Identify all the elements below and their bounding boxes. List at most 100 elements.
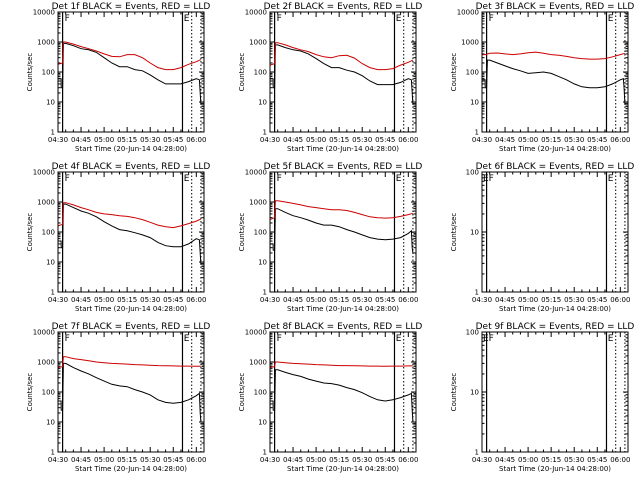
y-tick-label: 1 [475, 289, 479, 297]
x-tick-label: 05:30 [352, 136, 372, 144]
y-tick-label: 100 [466, 169, 479, 177]
x-axis-label: Start Time (20-Jun-14 04:28:00) [287, 465, 399, 473]
plot-frame [481, 331, 629, 453]
y-tick-label: 10 [258, 419, 267, 427]
x-tick-label: 05:00 [518, 136, 538, 144]
x-tick-label: 05:30 [140, 136, 160, 144]
y-tick-label: 10000 [33, 329, 55, 337]
plot-frame [269, 11, 417, 133]
y-tick-label: 100 [466, 69, 479, 77]
series-lld-line [482, 51, 626, 60]
panel-title: Det 4f BLACK = Events, RED = LLD [52, 162, 211, 172]
series-events-line [58, 203, 202, 265]
x-tick-label: 04:30 [472, 296, 492, 304]
x-tick-label: 05:45 [163, 456, 183, 464]
flag-label: E [184, 14, 190, 24]
x-tick-label: 05:00 [518, 296, 538, 304]
x-tick-label: 05:45 [163, 136, 183, 144]
series-events-line [270, 44, 414, 105]
y-tick-label: 1 [475, 449, 479, 457]
x-tick-label: 04:45 [283, 296, 303, 304]
panel-title: Det 6f BLACK = Events, RED = LLD [476, 162, 635, 172]
x-tick-label: 04:45 [71, 456, 91, 464]
x-tick-label: 05:15 [329, 456, 349, 464]
y-tick-label: 10000 [245, 329, 267, 337]
y-tick-label: 1 [51, 289, 55, 297]
x-tick-label: 05:00 [306, 296, 326, 304]
y-tick-label: 10 [470, 99, 479, 107]
y-tick-label: 100 [254, 69, 267, 77]
x-tick-label: 04:45 [283, 456, 303, 464]
panel-title: Det 5f BLACK = Events, RED = LLD [264, 162, 423, 172]
flag-label: E [396, 174, 402, 184]
plot-frame [269, 171, 417, 293]
x-tick-label: 05:15 [329, 296, 349, 304]
x-tick-label: 04:30 [48, 136, 68, 144]
y-tick-label: 100 [254, 389, 267, 397]
panel-8: Det 8f BLACK = Events, RED = LLD Counts/s… [238, 322, 422, 473]
x-axis-label: Start Time (20-Jun-14 04:28:00) [499, 305, 611, 313]
y-axis-label: Counts/sec [450, 373, 458, 412]
x-tick-label: 05:00 [94, 456, 114, 464]
y-axis-label: Counts/sec [238, 373, 246, 412]
y-tick-label: 1 [263, 289, 267, 297]
x-axis-label: Start Time (20-Jun-14 04:28:00) [75, 145, 187, 153]
panel-3: Det 3f BLACK = Events, RED = LLD Counts/s… [450, 2, 634, 153]
y-tick-label: 10000 [33, 9, 55, 17]
series-events-line [58, 42, 202, 105]
flag-label: E [483, 334, 489, 344]
series-lld-line [269, 200, 414, 221]
series-lld-line [269, 361, 413, 369]
flag-label: E [608, 14, 614, 24]
x-tick-label: 04:45 [283, 136, 303, 144]
flag-label: E [483, 174, 489, 184]
x-tick-label: 05:00 [306, 136, 326, 144]
panel-1: Det 1f BLACK = Events, RED = LLD Counts/s… [26, 2, 210, 153]
x-axis-label: Start Time (20-Jun-14 04:28:00) [499, 145, 611, 153]
y-tick-label: 1 [263, 129, 267, 137]
flag-label: F [277, 334, 282, 344]
flag-label: E [396, 14, 402, 24]
panel-title: Det 8f BLACK = Events, RED = LLD [264, 322, 423, 332]
y-tick-label: 1000 [249, 199, 267, 207]
y-axis-label: Counts/sec [238, 53, 246, 92]
y-tick-label: 1 [475, 129, 479, 137]
plot-frame [481, 171, 629, 293]
flag-label: E [396, 334, 402, 344]
x-tick-label: 05:30 [564, 456, 584, 464]
flag-label: F [65, 14, 70, 24]
y-tick-label: 10000 [33, 169, 55, 177]
x-tick-label: 05:45 [375, 296, 395, 304]
x-tick-label: 04:45 [71, 136, 91, 144]
x-tick-label: 04:30 [48, 456, 68, 464]
y-tick-label: 1000 [249, 39, 267, 47]
x-tick-label: 04:30 [472, 456, 492, 464]
x-tick-label: 06:00 [398, 296, 418, 304]
plot-frame [269, 331, 417, 453]
x-tick-label: 05:15 [117, 296, 137, 304]
y-tick-label: 10 [258, 99, 267, 107]
x-tick-label: 05:45 [375, 456, 395, 464]
series-lld-line [57, 41, 202, 71]
y-tick-label: 1 [263, 449, 267, 457]
panel-2: Det 2f BLACK = Events, RED = LLD Counts/s… [238, 2, 422, 153]
x-tick-label: 05:30 [564, 136, 584, 144]
x-tick-label: 05:30 [140, 456, 160, 464]
flag-label: F [277, 14, 282, 24]
x-tick-label: 06:00 [186, 136, 206, 144]
y-tick-label: 10 [470, 229, 479, 237]
y-tick-label: 100 [254, 229, 267, 237]
panel-7: Det 7f BLACK = Events, RED = LLD Counts/s… [26, 322, 210, 473]
y-tick-label: 1000 [461, 39, 479, 47]
panel-4: Det 4f BLACK = Events, RED = LLD Counts/s… [26, 162, 210, 313]
flag-label: E [608, 334, 614, 344]
y-tick-label: 10 [470, 389, 479, 397]
series-events-line [482, 59, 626, 105]
flag-label: E [184, 174, 190, 184]
y-tick-label: 100 [42, 229, 55, 237]
x-tick-label: 05:30 [564, 296, 584, 304]
x-tick-label: 05:45 [587, 456, 607, 464]
x-axis-label: Start Time (20-Jun-14 04:28:00) [75, 465, 187, 473]
y-tick-label: 1000 [37, 199, 55, 207]
y-axis-label: Counts/sec [26, 373, 34, 412]
